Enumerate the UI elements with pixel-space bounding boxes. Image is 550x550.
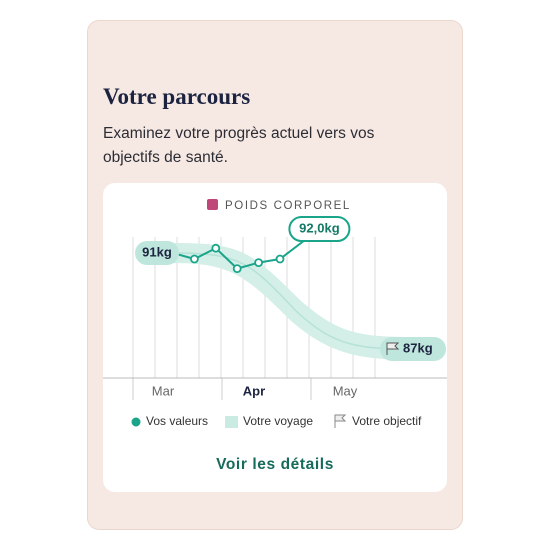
value-point xyxy=(275,254,285,264)
legend-dot xyxy=(131,417,141,427)
value-pill xyxy=(135,241,179,265)
legend-swatch xyxy=(225,416,238,428)
chart-title: POIDS CORPOREL xyxy=(225,200,351,212)
value-point xyxy=(211,243,221,253)
chart-icon xyxy=(207,199,218,210)
value-point xyxy=(254,258,264,268)
legend-flag xyxy=(334,414,347,428)
x-tick-label: Mar xyxy=(152,383,175,398)
target-flag xyxy=(386,342,400,355)
x-tick-label: Apr xyxy=(243,383,265,398)
description: Examinez votre progrès actuel vers vos o… xyxy=(103,125,375,166)
value-point xyxy=(232,264,242,274)
target-label: 87kg xyxy=(403,340,433,355)
details-button[interactable]: Voir les détails xyxy=(216,456,334,473)
value-pill xyxy=(288,216,351,242)
title: Votre parcours xyxy=(103,84,251,109)
value-point xyxy=(189,254,199,264)
journey-line xyxy=(172,252,421,350)
legend-label: Vos valeurs xyxy=(146,414,208,428)
legend-label: Votre voyage xyxy=(243,414,313,428)
value-label: 91kg xyxy=(142,244,172,259)
x-tick-label: May xyxy=(333,383,358,398)
value-label: 92,0kg xyxy=(299,220,340,235)
legend-label: Votre objectif xyxy=(352,414,422,428)
